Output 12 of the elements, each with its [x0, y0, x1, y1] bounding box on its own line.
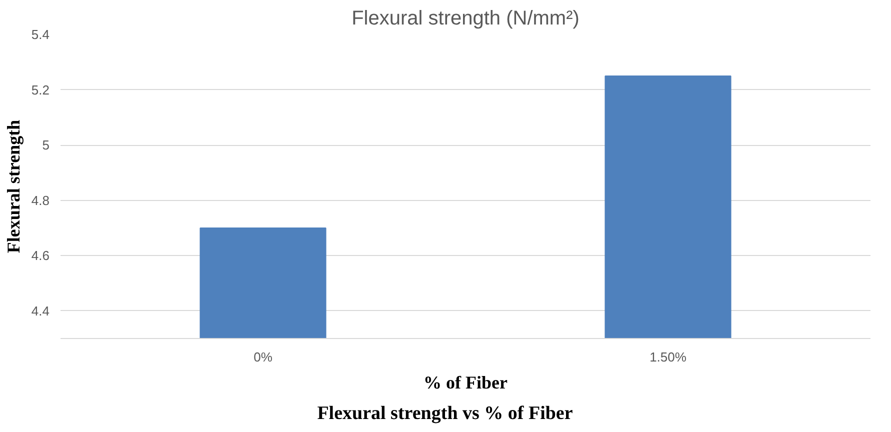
y-tick-label: 4.8 [31, 192, 50, 208]
y-axis-title: Flexural strength [3, 120, 24, 254]
text: Flexural strength vs % of Fiber [317, 402, 573, 426]
y-tick-label: 5.4 [31, 27, 50, 42]
y-tick-label: 4.6 [31, 248, 50, 264]
y-tick-label: 5.2 [31, 82, 50, 98]
y-tick-label: 4.4 [31, 303, 50, 318]
x-tick-label: 0% [254, 350, 273, 364]
x-tick-label: 1.50% [650, 350, 687, 364]
y-tick-label: 5 [42, 138, 50, 153]
chart-title: Flexural strength (N/mm²) [352, 8, 580, 30]
x-axis-title: % of Fiber [424, 372, 508, 392]
